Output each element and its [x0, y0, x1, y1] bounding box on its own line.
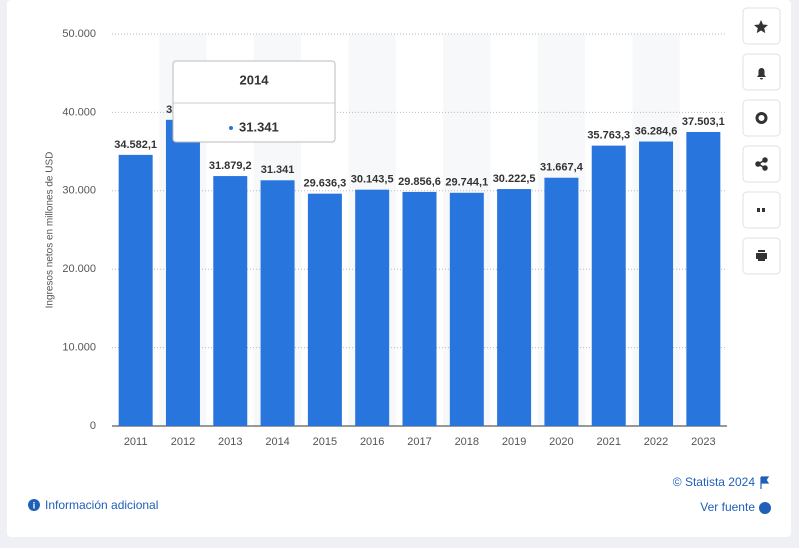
x-tick-label: 2018	[455, 436, 479, 448]
bar	[307, 193, 342, 426]
value-label: 35.763,3	[587, 130, 630, 142]
y-tick-label: 0	[90, 420, 96, 432]
tooltip-value: 31.341	[239, 119, 279, 134]
cite-button[interactable]	[742, 191, 781, 229]
x-tick-label: 2014	[265, 436, 289, 448]
bell-icon	[757, 68, 766, 80]
x-tick-label: 2019	[502, 436, 526, 448]
bar	[449, 192, 484, 426]
y-tick-label: 30.000	[62, 185, 96, 197]
y-tick-label: 10.000	[62, 342, 96, 354]
quote-icon	[757, 208, 765, 212]
x-tick-label: 2022	[644, 436, 668, 448]
share-button[interactable]	[742, 145, 781, 183]
bar	[165, 119, 200, 427]
print-icon	[756, 250, 767, 261]
bar	[544, 177, 579, 426]
value-label: 31.879,2	[209, 160, 252, 172]
info-icon-mark: i	[33, 500, 36, 510]
source-link[interactable]: Ver fuente	[700, 500, 755, 514]
bar	[118, 154, 153, 426]
bar	[355, 189, 390, 426]
y-tick-label: 40.000	[62, 106, 96, 118]
tooltip-dot	[229, 126, 233, 130]
x-tick-label: 2021	[596, 436, 620, 448]
flag-icon	[760, 476, 770, 489]
y-tick-label: 50.000	[62, 28, 96, 40]
x-tick-label: 2013	[218, 436, 242, 448]
y-tick-label: 20.000	[62, 263, 96, 275]
plot: 0 10.000 20.000 30.000 40.000 50.000 2011 34.58…	[62, 28, 727, 448]
bar	[213, 176, 248, 426]
value-label: 31.667,4	[540, 162, 584, 174]
value-label: 29.744,1	[445, 177, 488, 189]
value-label: 31.341	[261, 164, 295, 176]
y-axis-label: Ingresos netos en millones de USD	[45, 152, 56, 309]
x-tick-label: 2015	[313, 436, 337, 448]
x-tick-label: 2023	[691, 436, 715, 448]
info-icon	[28, 499, 40, 511]
value-label: 36.284,6	[635, 125, 678, 137]
gear-icon	[755, 112, 768, 124]
x-tick-label: 2011	[124, 436, 148, 448]
x-tick-label: 2017	[407, 436, 431, 448]
bar	[497, 189, 532, 426]
value-label: 29.856,6	[398, 176, 441, 188]
bar	[260, 180, 295, 426]
info-link[interactable]: Información adicional	[45, 498, 158, 512]
value-label: 30.222,5	[493, 173, 536, 185]
tooltip-title: 2014	[240, 72, 270, 87]
copyright[interactable]: © Statista 2024	[673, 475, 756, 489]
bar	[639, 141, 674, 426]
bar	[686, 131, 721, 426]
value-label: 30.143,5	[351, 174, 394, 186]
value-label: 37.503,1	[682, 116, 725, 128]
value-label: 34.582,1	[114, 139, 157, 151]
share-icon	[755, 157, 768, 171]
toolbar	[742, 7, 781, 275]
settings-button[interactable]	[742, 99, 781, 137]
source-icon	[759, 502, 771, 514]
x-tick-label: 2012	[171, 436, 195, 448]
star-icon	[754, 20, 768, 34]
bar	[402, 191, 437, 426]
tooltip: 2014 31.341	[172, 60, 336, 143]
bar	[591, 145, 626, 426]
x-tick-label: 2016	[360, 436, 384, 448]
tooltip-box	[172, 60, 336, 143]
x-tick-label: 2020	[549, 436, 573, 448]
value-label: 29.636,3	[303, 178, 346, 190]
